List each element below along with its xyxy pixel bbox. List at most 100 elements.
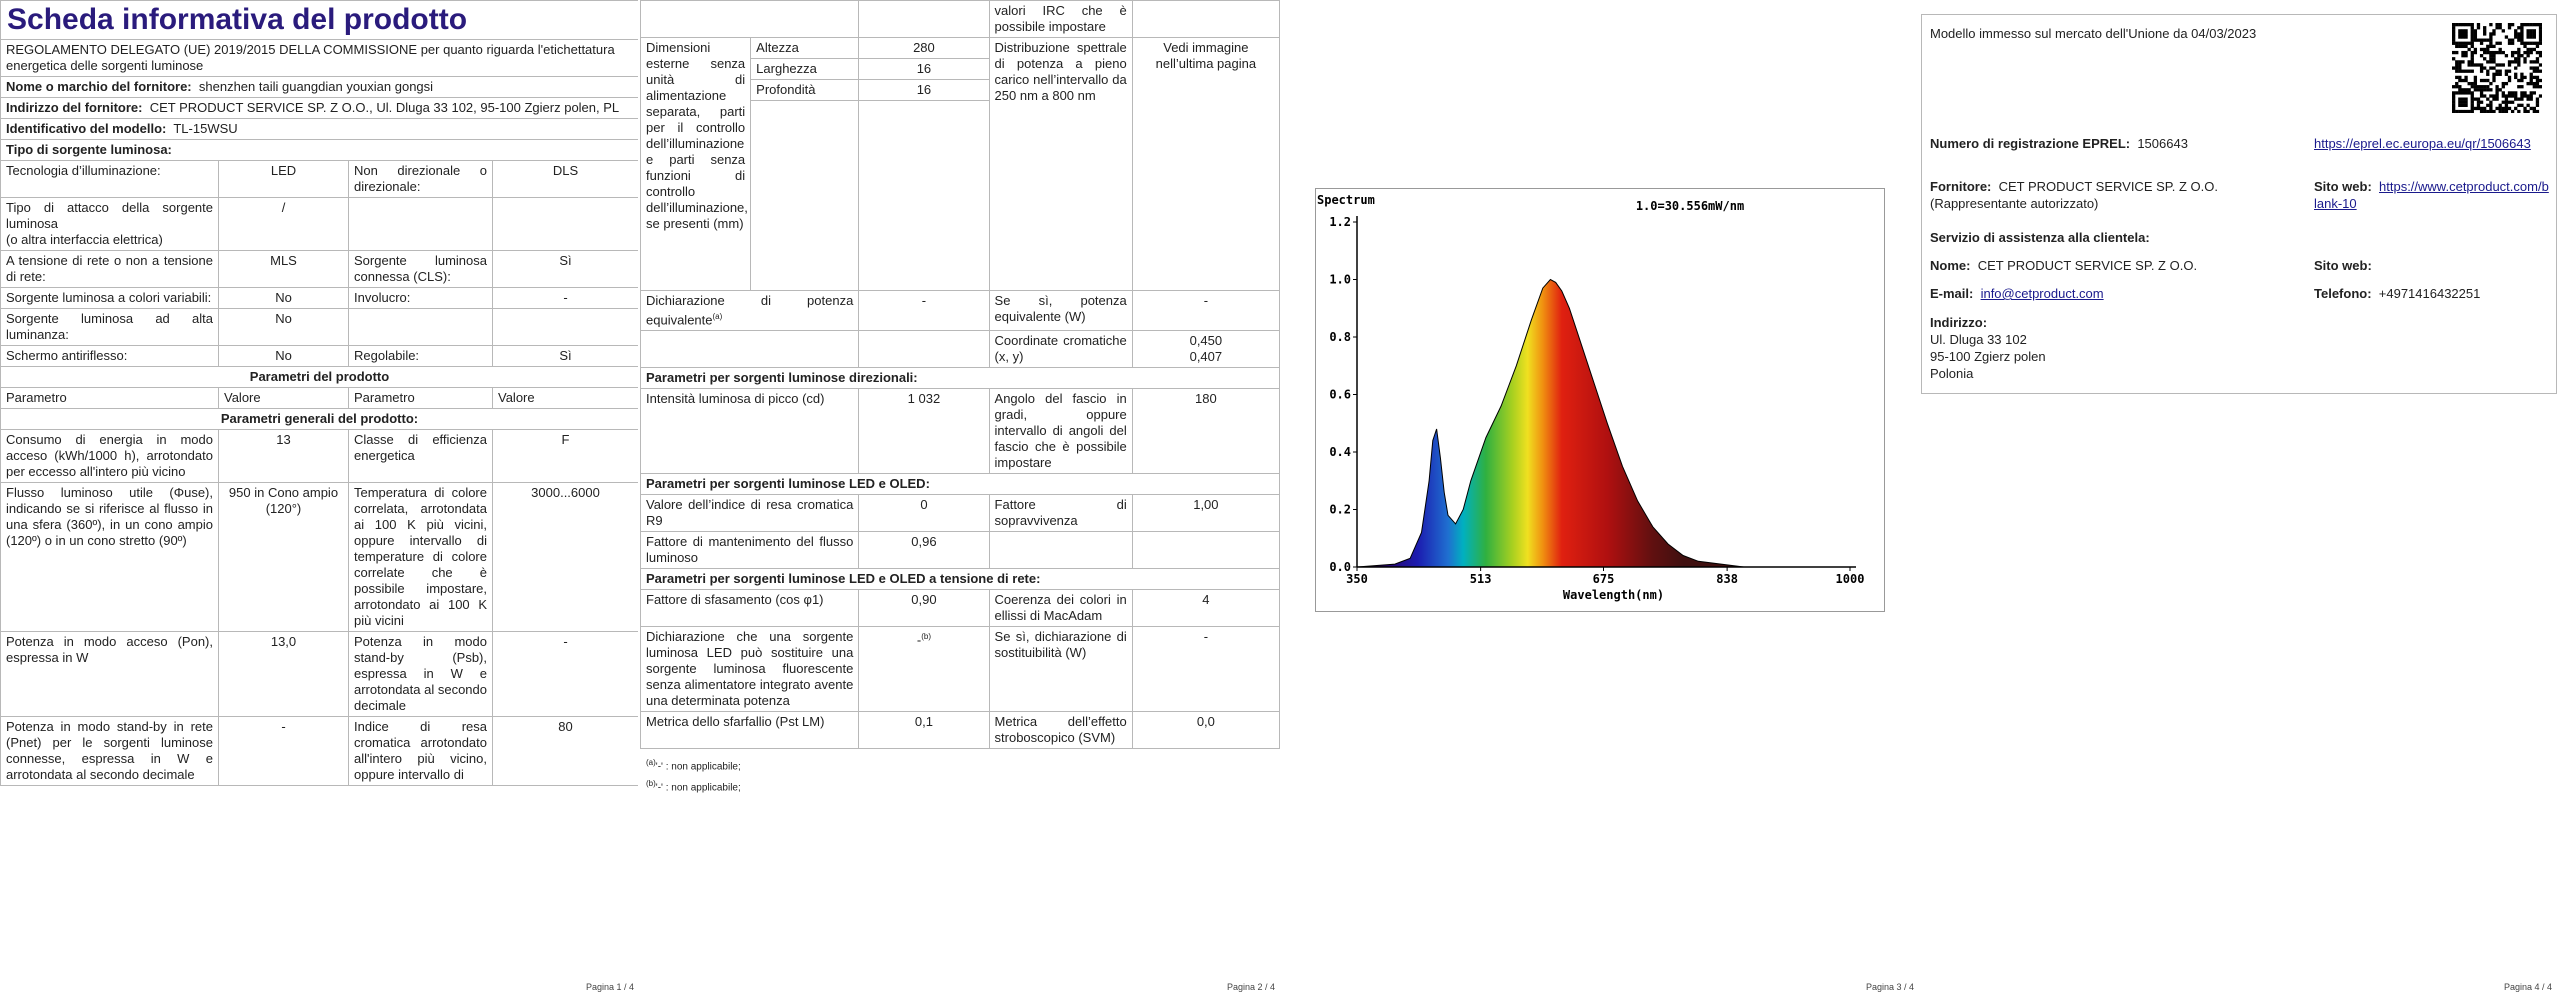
- table-cell: 0,96: [858, 531, 990, 570]
- table-cell: Parametri del prodotto: [0, 366, 638, 388]
- table-cell: DLS: [492, 160, 638, 198]
- table-cell: Metrica dell’effetto stroboscopico (SVM): [988, 711, 1133, 750]
- field-label: Nome o marchio del fornitore:: [6, 79, 192, 94]
- table-cell: No: [218, 345, 349, 367]
- table-cell: 1,00: [1131, 494, 1280, 533]
- table-cell: Sì: [492, 345, 638, 367]
- table-cell: 0: [858, 494, 990, 533]
- table-row: valori IRC che è possibile impostare: [640, 0, 1280, 38]
- table-cell: No: [218, 308, 349, 346]
- table-row: REGOLAMENTO DELEGATO (UE) 2019/2015 DELL…: [0, 39, 638, 77]
- table-cell: 950 in Cono ampio (120°): [218, 482, 349, 632]
- table-cell: [492, 308, 638, 346]
- footnote-text: '-' : non applicabile;: [655, 781, 741, 793]
- table-body: Scheda informativa del prodotto REGOLAMEN…: [0, 0, 638, 786]
- table-row: Consumo di energia in modo acceso (kWh/1…: [0, 429, 638, 483]
- table-cell: Schermo antiriflesso:: [0, 345, 219, 367]
- table-cell: [640, 0, 860, 38]
- link[interactable]: info@cetproduct.com: [1980, 286, 2104, 301]
- table-cell: [492, 197, 638, 251]
- x-tick-label: 675: [1593, 572, 1615, 586]
- field-label: Sito web:: [2314, 179, 2372, 194]
- table: Scheda informativa del prodotto REGOLAMEN…: [0, 0, 638, 786]
- table-cell: /: [218, 197, 349, 251]
- table-cell: Angolo del fascio in gradi, oppure inter…: [988, 388, 1133, 475]
- field-value: CET PRODUCT SERVICE SP. Z O.O. (Rapprese…: [1930, 179, 2218, 211]
- x-axis-label: Wavelength(nm): [1563, 588, 1664, 602]
- table-cell: Potenza in modo stand-by in rete (Pnet) …: [0, 716, 219, 786]
- eprel-link: https://eprel.ec.europa.eu/qr/1506643: [2314, 135, 2544, 152]
- table-row: Potenza in modo stand-by in rete (Pnet) …: [0, 716, 638, 786]
- table-row: Schermo antiriflesso: No Regolabile: Sì: [0, 345, 638, 367]
- chart-title: Spectrum: [1317, 193, 1375, 207]
- page-footer: Pagina 4 / 4: [2504, 982, 2553, 992]
- table-row: Parametri per sorgenti luminose LED e OL…: [640, 473, 1280, 496]
- field-label: Indirizzo:: [1930, 315, 1988, 330]
- table-cell: Parametro: [0, 387, 219, 409]
- table-cell: 4: [1131, 589, 1280, 628]
- field-label: Telefono:: [2314, 286, 2372, 301]
- field-value: +4971416432251: [2378, 286, 2481, 301]
- table-cell: Potenza in modo stand-by (Psb), espressa…: [348, 631, 493, 717]
- field-value: CET PRODUCT SERVICE SP. Z O.O., Ul. Dlug…: [149, 100, 620, 115]
- y-tick-label: 0.6: [1329, 388, 1351, 402]
- table-cell: 80: [492, 716, 638, 786]
- field-label: Identificativo del modello:: [6, 121, 167, 136]
- table-cell: Consumo di energia in modo acceso (kWh/1…: [0, 429, 219, 483]
- table-cell: Dichiarazione di potenza equivalente(a): [640, 289, 860, 332]
- qr-code: [2452, 23, 2542, 113]
- table-cell: Tipo di sorgente luminosa:: [0, 139, 638, 161]
- table-cell: Dimensioni esterne senza unità di alimen…: [640, 37, 752, 291]
- table-cell: MLS: [218, 250, 349, 288]
- table-cell: 16: [858, 79, 990, 101]
- table-cell: [348, 197, 493, 251]
- table-cell: Valore dell’indice di resa cromatica R9: [640, 494, 860, 533]
- table-row: Metrica dello sfarfallio (Pst LM) 0,1 Metr…: [640, 711, 1280, 750]
- table-row: Tecnologia d’illuminazione: LED Non direzi…: [0, 160, 638, 198]
- table-row: Valore dell’indice di resa cromatica R9 0…: [640, 494, 1280, 533]
- page-2: valori IRC che è possibile impostare Dime…: [640, 0, 1280, 952]
- y-tick-label: 1.2: [1329, 215, 1351, 229]
- table-row: [641, 100, 1280, 291]
- chart-annotation: 1.0=30.556mW/nm: [1636, 199, 1744, 213]
- y-tick-label: 1.0: [1329, 273, 1351, 287]
- page-footer: Pagina 3 / 4: [1866, 982, 1915, 992]
- table-cell: Distribuzione spettrale di potenza a pie…: [988, 37, 1133, 291]
- table-cell: Valore: [218, 387, 349, 409]
- table-body: valori IRC che è possibile impostare Dime…: [640, 0, 1280, 750]
- page-footer: Pagina 1 / 4: [586, 982, 635, 992]
- table-cell: Classe di efficienza energetica: [348, 429, 493, 483]
- table: valori IRC che è possibile impostare Dime…: [640, 0, 1280, 750]
- table-row: Potenza in modo acceso (Pon), espressa i…: [0, 631, 638, 717]
- email-line: E-mail: info@cetproduct.com: [1930, 285, 2310, 302]
- table-row: Sorgente luminosa ad alta luminanza: No: [0, 308, 638, 346]
- table-row: Dichiarazione che una sorgente luminosa …: [640, 626, 1280, 713]
- table-row: Tipo di sorgente luminosa:: [0, 139, 638, 161]
- table-row: Parametri per sorgenti luminose LED e OL…: [640, 568, 1280, 591]
- table-cell: A tensione di rete o non a tensione di r…: [0, 250, 219, 288]
- table-cell: -: [218, 716, 349, 786]
- field-label: E-mail:: [1930, 286, 1974, 301]
- name-line: Nome: CET PRODUCT SERVICE SP. Z O.O.: [1930, 257, 2310, 274]
- table-row: Tipo di attacco della sorgente luminosa …: [0, 197, 638, 251]
- address-line: Ul. Dluga 33 102: [1930, 332, 2027, 347]
- field-value: shenzhen taili guangdian youxian gongsi: [198, 79, 434, 94]
- address-line: 95-100 Zgierz polen: [1930, 349, 2046, 364]
- y-tick-label: 0.4: [1329, 445, 1351, 459]
- x-tick-label: 1000: [1836, 572, 1865, 586]
- table-cell: Potenza in modo acceso (Pon), espressa i…: [0, 631, 219, 717]
- supplier-line: Fornitore: CET PRODUCT SERVICE SP. Z O.O…: [1930, 178, 2270, 212]
- link[interactable]: https://www.cetproduct.com/blank-10: [2314, 179, 2549, 211]
- market-date: Modello immesso sul mercato dell'Unione …: [1930, 26, 2257, 41]
- link[interactable]: https://eprel.ec.europa.eu/qr/1506643: [2314, 136, 2531, 151]
- table-cell: Tecnologia d’illuminazione:: [0, 160, 219, 198]
- table-cell: 3000...6000: [492, 482, 638, 632]
- table-cell: F: [492, 429, 638, 483]
- table-cell: Sorgente luminosa a colori variabili:: [0, 287, 219, 309]
- table-cell: -: [1131, 289, 1280, 332]
- cell-text: Dichiarazione di potenza equivalente: [646, 293, 854, 328]
- table-cell: 0,0: [1131, 711, 1280, 750]
- table-row: Indirizzo del fornitore: CET PRODUCT SER…: [0, 97, 638, 119]
- section-heading: Servizio di assistenza alla clientela:: [1930, 230, 2150, 245]
